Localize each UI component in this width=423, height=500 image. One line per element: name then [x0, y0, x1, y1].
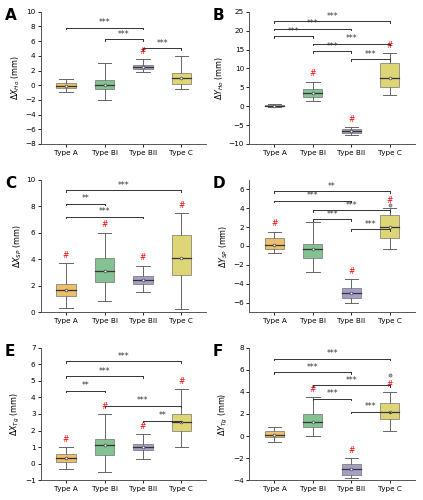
Bar — [380, 403, 399, 419]
Text: C: C — [5, 176, 16, 191]
Text: #: # — [310, 385, 316, 394]
Text: ***: *** — [346, 200, 357, 209]
Text: #: # — [348, 446, 354, 455]
Text: ***: *** — [326, 389, 338, 398]
Bar — [342, 288, 361, 298]
Bar — [57, 454, 76, 462]
Text: #: # — [178, 200, 184, 209]
Bar — [303, 414, 322, 427]
Text: ***: *** — [99, 208, 110, 216]
Bar — [303, 244, 322, 258]
Y-axis label: $\Delta Y_{SP}$ (mm): $\Delta Y_{SP}$ (mm) — [218, 224, 231, 268]
Bar — [172, 236, 191, 275]
Text: ***: *** — [137, 396, 149, 406]
Text: #: # — [140, 254, 146, 262]
Bar — [172, 414, 191, 430]
Text: #: # — [63, 251, 69, 260]
Text: A: A — [5, 8, 16, 23]
Bar — [380, 62, 399, 88]
Text: #: # — [140, 422, 146, 430]
Text: #: # — [387, 196, 393, 205]
Bar — [57, 84, 76, 88]
Y-axis label: $\Delta Y_{Ho}$ (mm): $\Delta Y_{Ho}$ (mm) — [213, 56, 226, 100]
Text: #: # — [348, 114, 354, 124]
Y-axis label: $\Delta X_{SP}$ (mm): $\Delta X_{SP}$ (mm) — [11, 224, 24, 268]
Text: **: ** — [81, 194, 89, 203]
Text: ***: *** — [118, 30, 129, 38]
Text: ***: *** — [365, 402, 376, 411]
Text: ***: *** — [99, 366, 110, 376]
Text: #: # — [140, 47, 146, 56]
Bar — [133, 276, 153, 284]
Text: ***: *** — [365, 220, 376, 228]
Y-axis label: $\Delta X_{Ho}$ (mm): $\Delta X_{Ho}$ (mm) — [10, 56, 22, 100]
Text: E: E — [5, 344, 15, 359]
Bar — [95, 258, 114, 281]
Bar — [265, 430, 284, 437]
Text: #: # — [63, 434, 69, 444]
Text: ***: *** — [99, 18, 110, 28]
Bar — [133, 444, 153, 450]
Text: ***: *** — [118, 181, 129, 190]
Text: ***: *** — [307, 191, 319, 200]
Bar — [133, 64, 153, 69]
Text: ***: *** — [326, 210, 338, 219]
Bar — [57, 284, 76, 296]
Text: D: D — [213, 176, 226, 191]
Text: #: # — [102, 220, 108, 230]
Text: #: # — [102, 402, 108, 410]
Text: ***: *** — [326, 12, 338, 21]
Text: #: # — [310, 70, 316, 78]
Text: ***: *** — [326, 350, 338, 358]
Text: **: ** — [158, 411, 166, 420]
Text: F: F — [213, 344, 223, 359]
Y-axis label: $\Delta X_{Tg}$ (mm): $\Delta X_{Tg}$ (mm) — [9, 392, 22, 436]
Text: ***: *** — [326, 42, 338, 51]
Bar — [95, 80, 114, 89]
Text: ***: *** — [346, 34, 357, 43]
Text: #: # — [387, 41, 393, 50]
Text: ***: *** — [346, 376, 357, 385]
Text: B: B — [213, 8, 225, 23]
Bar — [95, 439, 114, 456]
Bar — [265, 105, 284, 106]
Text: #: # — [387, 380, 393, 388]
Bar — [265, 238, 284, 249]
Bar — [303, 89, 322, 97]
Bar — [342, 464, 361, 474]
Bar — [380, 214, 399, 238]
Text: #: # — [178, 377, 184, 386]
Bar — [172, 72, 191, 84]
Text: ***: *** — [118, 352, 129, 360]
Text: ***: *** — [365, 50, 376, 58]
Bar — [342, 129, 361, 132]
Text: #: # — [348, 266, 354, 276]
Y-axis label: $\Delta Y_{Tg}$ (mm): $\Delta Y_{Tg}$ (mm) — [217, 392, 231, 436]
Text: **: ** — [328, 182, 336, 190]
Text: ***: *** — [157, 39, 168, 48]
Text: **: ** — [81, 382, 89, 390]
Text: ***: *** — [307, 362, 319, 372]
Text: ***: *** — [288, 27, 299, 36]
Text: #: # — [271, 220, 277, 228]
Text: ***: *** — [307, 20, 319, 28]
